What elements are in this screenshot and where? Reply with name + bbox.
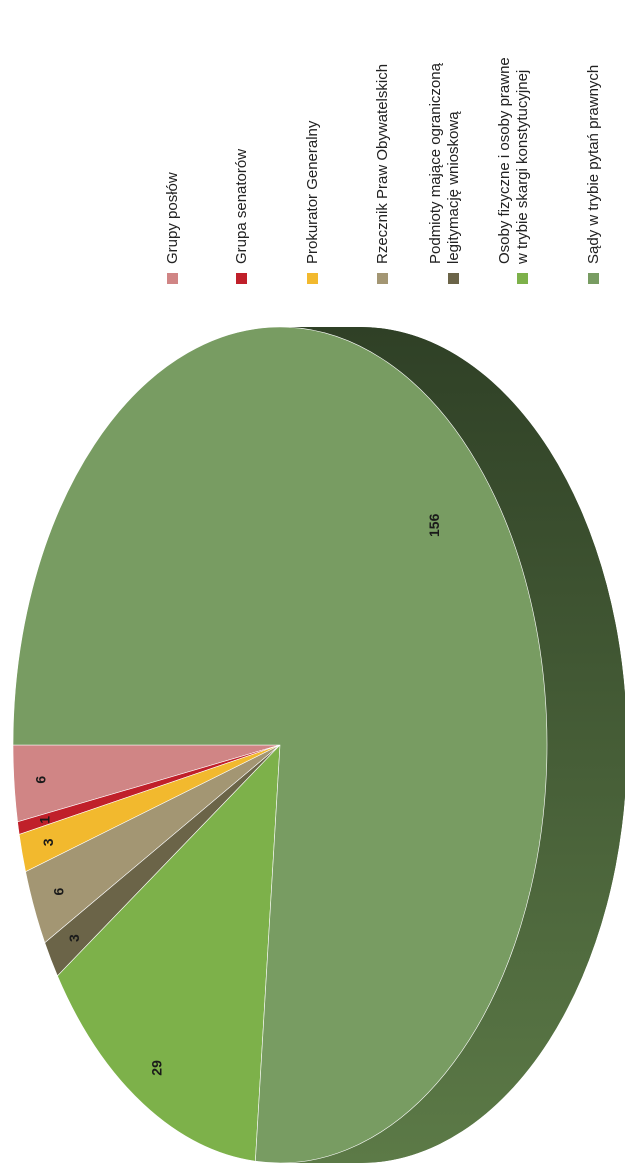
legend-label: Podmioty mające ograniczonąlegitymację w… [427,62,462,264]
legend-label: Grupy posłów [164,172,181,264]
data-label: 3 [40,838,56,846]
legend-label: Prokurator Generalny [304,120,321,264]
data-labels: 6 1 3 6 3 29 156 [33,513,442,1075]
legend-swatch [377,273,388,284]
pie-slice [12,326,548,1164]
legend-swatch [236,273,247,284]
legend: Grupy posłów Grupa senatorów Prokurator Ge… [164,57,602,284]
pie-slice [57,744,281,1162]
legend-label: Osoby fizyczne i osoby prawnew trybie sk… [496,57,531,265]
data-label: 6 [33,776,49,784]
legend-swatch [448,273,459,284]
legend-label: Grupa senatorów [233,149,250,264]
legend-swatch [588,273,599,284]
legend-swatch [517,273,528,284]
pie-slices [12,326,548,1164]
data-label: 29 [149,1060,165,1076]
data-label: 1 [37,816,53,824]
legend-label: Sądy w trybie pytań prawnych [585,65,602,264]
legend-label: Rzecznik Praw Obywatelskich [374,64,391,264]
data-label: 156 [426,513,442,537]
data-label: 3 [66,934,82,942]
legend-swatch [167,273,178,284]
data-label: 6 [51,887,67,895]
legend-swatch [307,273,318,284]
